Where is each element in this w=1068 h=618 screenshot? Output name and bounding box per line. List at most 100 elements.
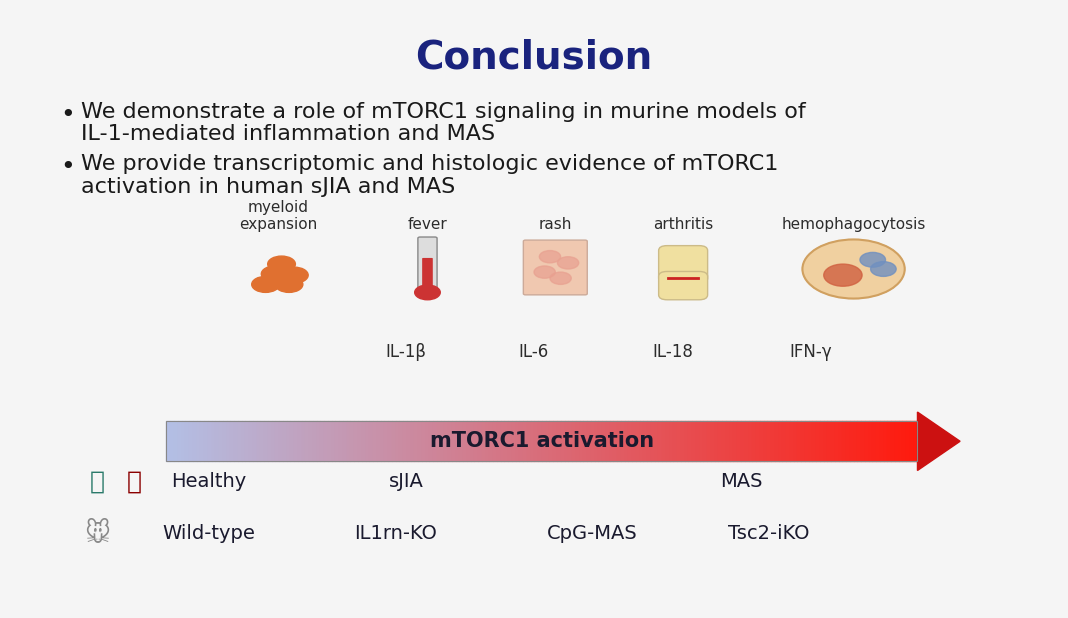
Bar bbox=[519, 421, 523, 461]
Bar bbox=[512, 421, 516, 461]
Bar bbox=[602, 421, 606, 461]
Bar bbox=[704, 421, 707, 461]
FancyBboxPatch shape bbox=[418, 237, 437, 295]
Bar bbox=[246, 421, 249, 461]
Circle shape bbox=[870, 261, 896, 276]
Bar bbox=[407, 421, 410, 461]
FancyBboxPatch shape bbox=[422, 258, 433, 293]
Bar bbox=[583, 421, 587, 461]
Bar bbox=[888, 421, 891, 461]
Bar bbox=[861, 421, 865, 461]
Bar bbox=[655, 421, 658, 461]
Circle shape bbox=[860, 252, 885, 267]
Bar bbox=[531, 421, 534, 461]
Text: sJIA: sJIA bbox=[389, 472, 424, 491]
Bar bbox=[553, 421, 557, 461]
Text: IL-18: IL-18 bbox=[653, 343, 693, 361]
Bar bbox=[256, 421, 261, 461]
Text: CpG-MAS: CpG-MAS bbox=[547, 524, 638, 543]
Bar bbox=[598, 421, 602, 461]
Bar bbox=[340, 421, 343, 461]
Bar bbox=[471, 421, 474, 461]
Bar bbox=[399, 421, 403, 461]
Text: IL-1-mediated inflammation and MAS: IL-1-mediated inflammation and MAS bbox=[81, 124, 496, 145]
Text: Conclusion: Conclusion bbox=[415, 38, 653, 76]
Bar bbox=[677, 421, 681, 461]
Bar bbox=[774, 421, 779, 461]
Bar bbox=[177, 421, 182, 461]
Bar bbox=[350, 421, 355, 461]
Bar bbox=[828, 421, 831, 461]
Bar bbox=[692, 421, 696, 461]
Bar bbox=[261, 421, 264, 461]
Bar bbox=[504, 421, 508, 461]
Bar bbox=[595, 421, 598, 461]
Bar bbox=[580, 421, 583, 461]
Circle shape bbox=[534, 266, 555, 278]
Bar bbox=[216, 421, 219, 461]
Text: rash: rash bbox=[538, 217, 572, 232]
Bar bbox=[370, 421, 373, 461]
Text: IL-6: IL-6 bbox=[519, 343, 549, 361]
Bar bbox=[823, 421, 828, 461]
Bar bbox=[910, 421, 914, 461]
Bar bbox=[606, 421, 610, 461]
Bar bbox=[853, 421, 858, 461]
Circle shape bbox=[262, 266, 289, 282]
Bar bbox=[395, 421, 399, 461]
Bar bbox=[193, 421, 197, 461]
Bar bbox=[714, 421, 719, 461]
Bar bbox=[700, 421, 704, 461]
Bar bbox=[640, 421, 643, 461]
Bar bbox=[898, 421, 902, 461]
Bar bbox=[741, 421, 744, 461]
Bar bbox=[294, 421, 298, 461]
Bar bbox=[320, 421, 325, 461]
Bar bbox=[850, 421, 853, 461]
Bar bbox=[771, 421, 774, 461]
Bar bbox=[279, 421, 283, 461]
Circle shape bbox=[281, 267, 309, 283]
Text: activation in human sJIA and MAS: activation in human sJIA and MAS bbox=[81, 177, 456, 197]
Bar bbox=[576, 421, 580, 461]
Bar bbox=[858, 421, 861, 461]
Bar bbox=[501, 421, 504, 461]
Bar bbox=[474, 421, 478, 461]
Bar bbox=[452, 421, 456, 461]
Bar bbox=[722, 421, 726, 461]
Bar bbox=[343, 421, 347, 461]
Bar bbox=[516, 421, 519, 461]
Bar bbox=[820, 421, 823, 461]
FancyBboxPatch shape bbox=[523, 240, 587, 295]
Bar bbox=[429, 421, 434, 461]
Bar bbox=[185, 421, 189, 461]
Bar bbox=[482, 421, 486, 461]
Bar bbox=[388, 421, 392, 461]
Text: Tsc2-iKO: Tsc2-iKO bbox=[727, 524, 810, 543]
Bar bbox=[565, 421, 568, 461]
Bar bbox=[752, 421, 756, 461]
Bar bbox=[197, 421, 201, 461]
Bar bbox=[835, 421, 838, 461]
Bar bbox=[914, 421, 917, 461]
Text: Wild-type: Wild-type bbox=[162, 524, 255, 543]
Bar bbox=[883, 421, 888, 461]
Bar bbox=[621, 421, 625, 461]
Bar bbox=[298, 421, 301, 461]
Bar bbox=[325, 421, 328, 461]
Bar bbox=[167, 421, 170, 461]
FancyBboxPatch shape bbox=[659, 271, 708, 300]
Text: 🧍: 🧍 bbox=[127, 469, 142, 493]
Bar bbox=[550, 421, 553, 461]
Bar bbox=[534, 421, 538, 461]
Bar bbox=[201, 421, 204, 461]
Bar bbox=[290, 421, 294, 461]
Bar bbox=[486, 421, 489, 461]
Text: fever: fever bbox=[408, 217, 447, 232]
Bar bbox=[456, 421, 459, 461]
Bar bbox=[493, 421, 497, 461]
Bar bbox=[798, 421, 801, 461]
Bar bbox=[437, 421, 441, 461]
Bar bbox=[737, 421, 741, 461]
Bar bbox=[174, 421, 177, 461]
